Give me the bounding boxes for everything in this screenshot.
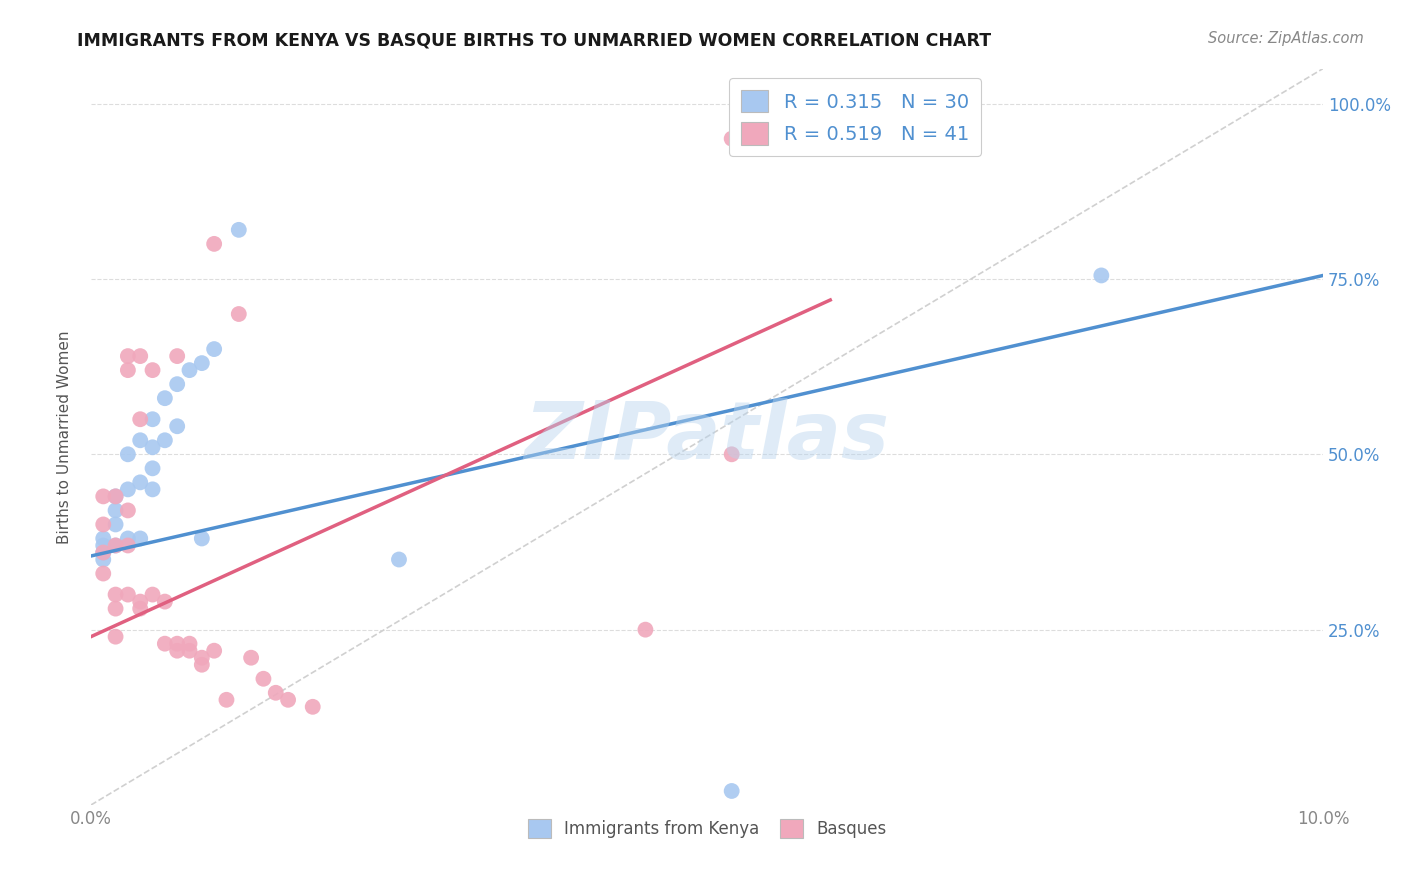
Point	[117, 588, 139, 602]
Point	[129, 601, 152, 615]
Point	[240, 650, 263, 665]
Point	[91, 545, 114, 559]
Point	[141, 363, 163, 377]
Point	[117, 363, 139, 377]
Point	[153, 594, 176, 608]
Point	[104, 539, 127, 553]
Point	[104, 588, 127, 602]
Point	[117, 349, 139, 363]
Point	[141, 588, 163, 602]
Point	[179, 637, 201, 651]
Point	[264, 686, 287, 700]
Point	[104, 503, 127, 517]
Point	[228, 223, 250, 237]
Point	[228, 307, 250, 321]
Legend: Immigrants from Kenya, Basques: Immigrants from Kenya, Basques	[522, 812, 893, 845]
Point	[166, 349, 188, 363]
Point	[117, 539, 139, 553]
Point	[117, 483, 139, 497]
Point	[252, 672, 274, 686]
Point	[91, 517, 114, 532]
Point	[129, 349, 152, 363]
Point	[117, 532, 139, 546]
Point	[634, 623, 657, 637]
Point	[117, 447, 139, 461]
Point	[191, 650, 214, 665]
Point	[179, 643, 201, 657]
Point	[179, 363, 201, 377]
Point	[129, 475, 152, 490]
Point	[166, 377, 188, 392]
Point	[1090, 268, 1112, 283]
Point	[388, 552, 411, 566]
Point	[129, 434, 152, 448]
Text: ZIPatlas: ZIPatlas	[524, 398, 890, 475]
Point	[191, 356, 214, 370]
Point	[166, 637, 188, 651]
Point	[191, 657, 214, 672]
Y-axis label: Births to Unmarried Women: Births to Unmarried Women	[58, 330, 72, 543]
Point	[91, 566, 114, 581]
Point	[141, 412, 163, 426]
Point	[153, 434, 176, 448]
Text: Source: ZipAtlas.com: Source: ZipAtlas.com	[1208, 31, 1364, 46]
Point	[104, 489, 127, 503]
Text: IMMIGRANTS FROM KENYA VS BASQUE BIRTHS TO UNMARRIED WOMEN CORRELATION CHART: IMMIGRANTS FROM KENYA VS BASQUE BIRTHS T…	[77, 31, 991, 49]
Point	[129, 532, 152, 546]
Point	[153, 391, 176, 405]
Point	[104, 601, 127, 615]
Point	[129, 594, 152, 608]
Point	[166, 643, 188, 657]
Point	[166, 419, 188, 434]
Point	[202, 236, 225, 251]
Point	[277, 693, 299, 707]
Point	[202, 342, 225, 356]
Point	[91, 539, 114, 553]
Point	[153, 637, 176, 651]
Point	[129, 412, 152, 426]
Point	[91, 552, 114, 566]
Point	[104, 630, 127, 644]
Point	[720, 131, 742, 145]
Point	[91, 545, 114, 559]
Point	[202, 643, 225, 657]
Point	[91, 489, 114, 503]
Point	[720, 447, 742, 461]
Point	[191, 532, 214, 546]
Point	[141, 461, 163, 475]
Point	[141, 483, 163, 497]
Point	[104, 539, 127, 553]
Point	[104, 489, 127, 503]
Point	[215, 693, 238, 707]
Point	[141, 440, 163, 454]
Point	[720, 784, 742, 798]
Point	[117, 503, 139, 517]
Point	[301, 699, 323, 714]
Point	[104, 517, 127, 532]
Point	[91, 532, 114, 546]
